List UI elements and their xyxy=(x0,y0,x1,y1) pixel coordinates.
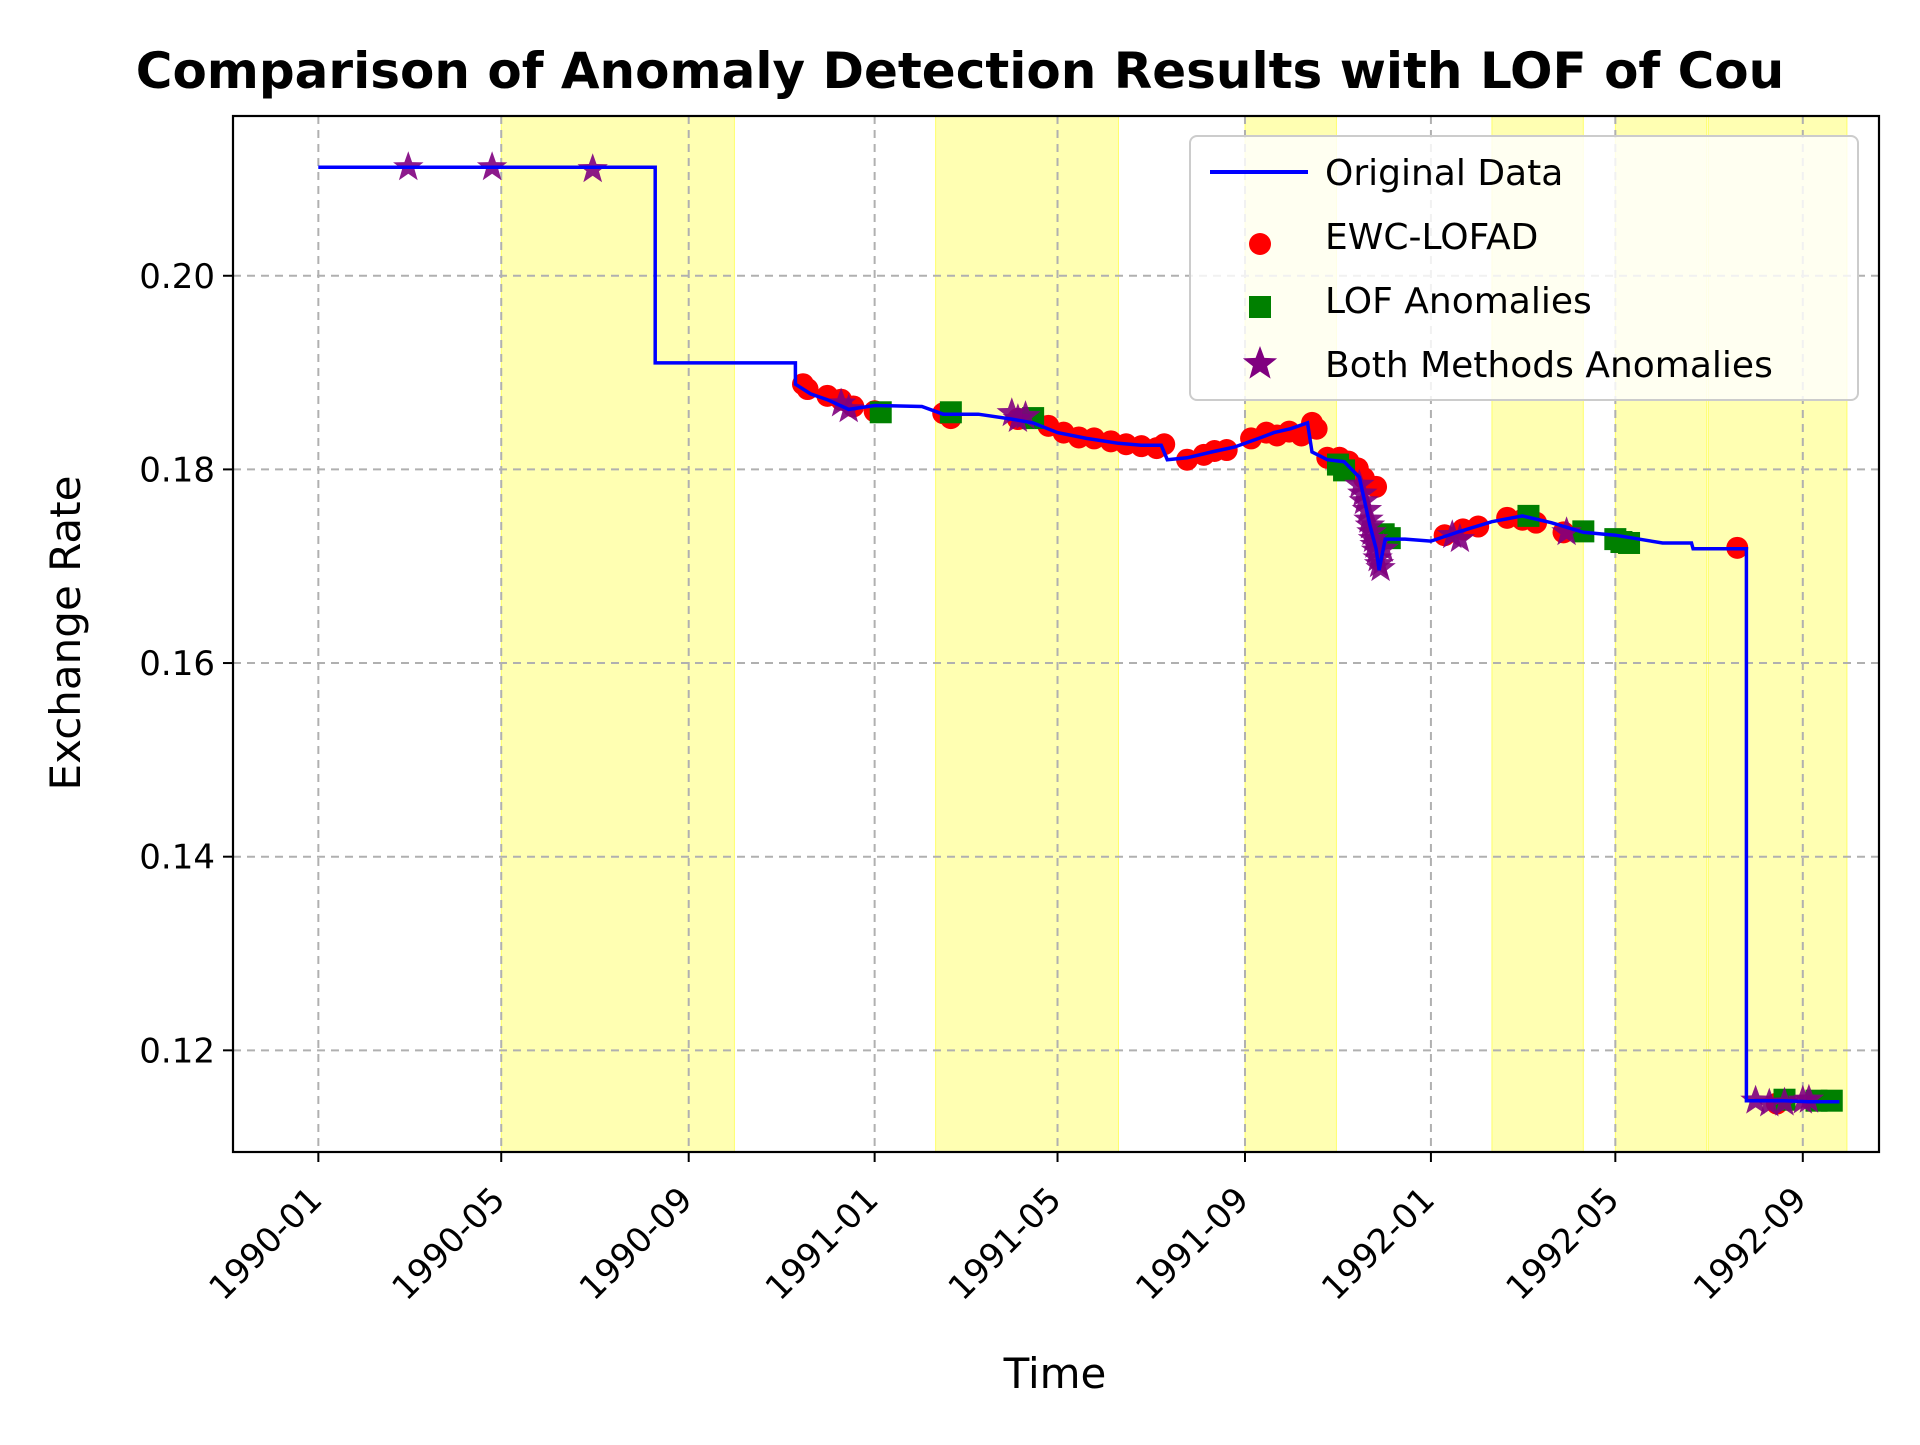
legend-swatch-ewc-lofad xyxy=(1249,233,1271,255)
legend-box xyxy=(1189,135,1859,401)
x-axis-label: Time xyxy=(1003,1349,1107,1398)
both-methods-point xyxy=(1444,523,1476,553)
plot-frame xyxy=(231,114,1881,1154)
highlight-region-1 xyxy=(500,115,735,1153)
y-tick-label-1: 0.12 xyxy=(139,1031,215,1071)
both-methods-point xyxy=(1793,1083,1825,1113)
y-tick-label-5: 0.20 xyxy=(139,257,215,297)
highlight-region-2 xyxy=(935,115,1119,1153)
legend-label-3: LOF Anomalies xyxy=(1325,281,1592,322)
both-methods-point xyxy=(825,387,857,417)
y-tick-label-4: 0.18 xyxy=(139,450,215,490)
ewc-lofad-point xyxy=(1153,433,1176,456)
both-methods-point xyxy=(1002,403,1034,432)
both-methods-point xyxy=(1010,400,1041,430)
legend: Original Data EWC-LOFAD LOF Anomalies Both … xyxy=(1189,135,1859,401)
legend-label-2: EWC-LOFAD xyxy=(1325,217,1538,258)
y-tick-label-2: 0.14 xyxy=(139,838,215,878)
y-tick-label-3: 0.16 xyxy=(139,644,215,684)
ewc-lofad-point xyxy=(1305,417,1328,440)
legend-label-1: Original Data xyxy=(1325,153,1563,194)
original-data-line xyxy=(318,165,1840,1104)
both-methods-point xyxy=(1551,516,1582,546)
legend-swatch-lof-anomalies xyxy=(1249,296,1271,318)
legend-swatch-both-methods xyxy=(1242,346,1278,379)
lof-anomaly-point xyxy=(939,401,962,424)
chart-title: Comparison of Anomaly Detection Results … xyxy=(136,42,1785,100)
legend-label-4: Both Methods Anomalies xyxy=(1325,345,1773,386)
y-axis-label: Exchange Rate xyxy=(41,476,90,791)
ewc-lofad-point xyxy=(1176,448,1199,471)
